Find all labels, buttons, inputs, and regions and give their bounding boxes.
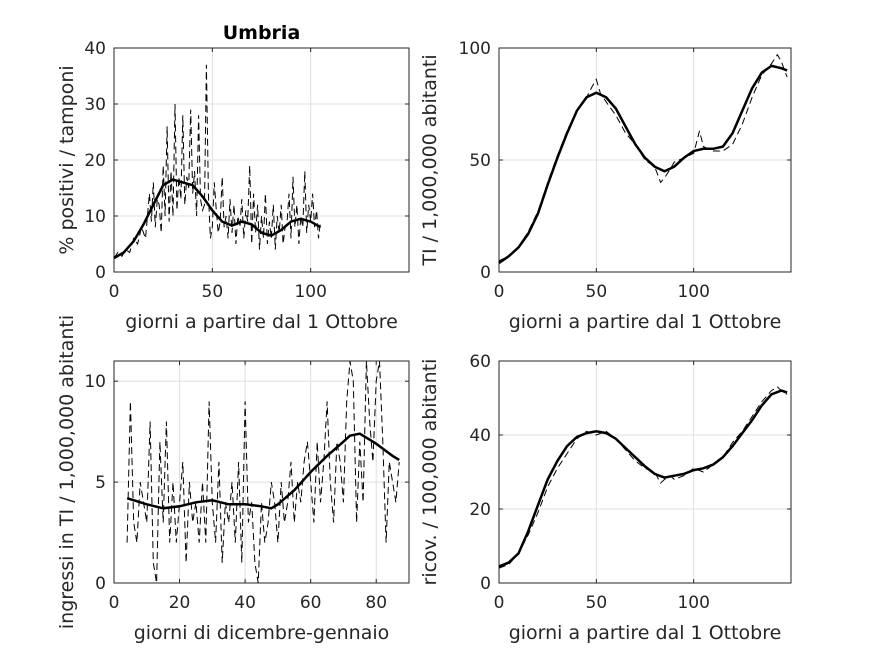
- x-tick-label: 0: [494, 282, 505, 302]
- x-tick-label: 50: [586, 282, 608, 302]
- x-tick-label: 80: [365, 593, 387, 613]
- chart-panel-2: 0 50 100 0 50 100 giorni a partire dal 1 Ottob…: [419, 39, 792, 333]
- x-axis-label: giorni a partire dal 1 Ottobre: [125, 311, 398, 333]
- y-tick-label: 0: [480, 574, 491, 594]
- smoothed-trend-line: [498, 64, 788, 265]
- y-tick-label: 0: [95, 263, 106, 283]
- smoothed-trend-line: [113, 178, 322, 260]
- y-tick-label: 50: [469, 151, 491, 171]
- x-tick-label: 100: [294, 282, 326, 302]
- x-tick-label: 40: [234, 593, 256, 613]
- x-axis-label: giorni di dicembre-gennaio: [134, 622, 390, 644]
- y-axis-label: % positivi / tamponi: [56, 65, 78, 254]
- x-tick-label: 100: [677, 593, 709, 613]
- x-tick-label: 50: [202, 282, 224, 302]
- daily-data-line: [113, 64, 321, 259]
- x-axis-label: giorni a partire dal 1 Ottobre: [509, 622, 782, 644]
- y-tick-label: 20: [84, 151, 106, 171]
- x-tick-label: 0: [494, 593, 505, 613]
- x-tick-label: 60: [300, 593, 322, 613]
- y-tick-label: 0: [95, 574, 106, 594]
- x-axis-label: giorni a partire dal 1 Ottobre: [509, 311, 782, 333]
- chart-title: Umbria: [223, 22, 301, 44]
- chart-panel-1: 0 50 100 0 10 20 30 40 giorni a partire dal 1 Ot…: [56, 22, 410, 333]
- x-tick-label: 0: [109, 282, 120, 302]
- y-tick-label: 20: [469, 500, 491, 520]
- y-tick-label: 40: [469, 426, 491, 446]
- x-tick-label: 20: [169, 593, 191, 613]
- plot-frame: [498, 360, 792, 584]
- y-tick-label: 100: [459, 39, 491, 59]
- y-tick-label: 5: [95, 473, 106, 493]
- smoothed-trend-line: [126, 432, 400, 510]
- daily-data-line: [126, 360, 400, 584]
- y-tick-label: 10: [84, 207, 106, 227]
- y-tick-label: 0: [480, 263, 491, 283]
- y-tick-label: 40: [84, 39, 106, 59]
- y-axis-label: ingressi in TI / 1,000,000 abitanti: [56, 315, 78, 629]
- y-tick-label: 10: [84, 372, 106, 392]
- y-axis-label: TI / 1,000,000 abitanti: [419, 54, 441, 266]
- y-axis-label: ricov. / 100,000 abitanti: [419, 359, 441, 586]
- chart-panel-3: 0 20 40 60 80 0 5 10 giorni di dicembre-gennaio i…: [56, 315, 410, 644]
- plot-frame: [113, 360, 410, 584]
- x-tick-label: 0: [109, 593, 120, 613]
- x-tick-label: 100: [677, 282, 709, 302]
- y-tick-label: 60: [469, 352, 491, 372]
- chart-panel-4: 0 50 100 0 20 40 60 giorni a partire dal 1 Otto…: [419, 352, 792, 644]
- smoothed-trend-line: [498, 389, 788, 568]
- daily-data-line: [498, 53, 788, 262]
- daily-data-line: [498, 386, 788, 569]
- x-tick-label: 50: [586, 593, 608, 613]
- y-tick-label: 30: [84, 95, 106, 115]
